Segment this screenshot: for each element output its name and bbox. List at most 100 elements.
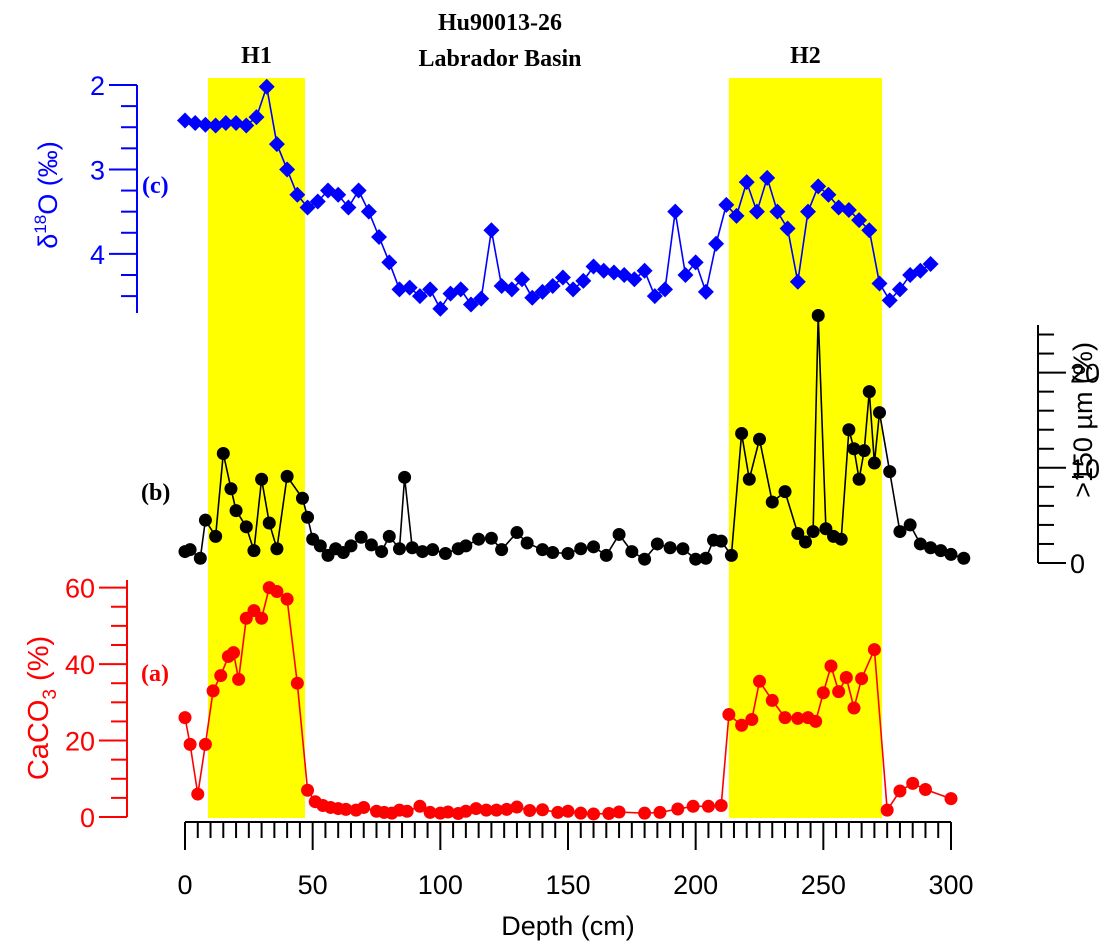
data-point [255, 472, 269, 486]
data-point [438, 546, 452, 560]
band-labels: H1 H2 [241, 43, 821, 69]
data-point [728, 207, 745, 224]
d18o-axis: 2 3 4 [90, 71, 138, 313]
data-point [778, 711, 792, 725]
data-point [612, 805, 626, 819]
caco3-axis-title-rest: (%) [23, 636, 55, 689]
data-point [701, 799, 715, 813]
data-point [765, 495, 779, 509]
panel-label-b: (b) [141, 480, 170, 506]
data-point [187, 115, 204, 131]
depth-axis-title: Depth (cm) [501, 911, 635, 941]
data-point [350, 182, 367, 199]
data-point [405, 541, 419, 555]
tick-label-b: 10 [1070, 454, 1100, 484]
band-label-h1: H1 [241, 43, 272, 69]
data-point [206, 684, 220, 698]
depth-tick-label: 250 [801, 870, 846, 900]
data-point [789, 273, 806, 290]
data-point [198, 737, 212, 751]
data-point [268, 136, 285, 153]
data-point [880, 803, 894, 817]
depth-tick-label: 50 [298, 870, 328, 900]
data-point [534, 283, 551, 300]
data-point [535, 803, 549, 817]
caco3-axis-title-subscript: 3 [40, 689, 61, 700]
d18o-axis-title-superscript: 18 [31, 215, 50, 234]
data-point [852, 472, 866, 486]
data-point [718, 196, 735, 213]
depth-tick-label: 300 [928, 870, 973, 900]
data-point [677, 267, 694, 283]
data-point [810, 178, 827, 195]
data-point [687, 254, 704, 271]
data-point [340, 199, 357, 216]
data-point [392, 542, 406, 556]
data-point [816, 686, 830, 700]
data-point [309, 193, 326, 210]
data-point [918, 782, 932, 796]
data-point [413, 799, 427, 813]
data-point [426, 543, 440, 557]
data-point [289, 186, 306, 203]
data-point [364, 538, 378, 552]
data-point [893, 784, 907, 798]
data-point [514, 271, 531, 288]
depth-tick-label: 100 [418, 870, 463, 900]
data-point [248, 109, 265, 126]
data-point [216, 447, 230, 461]
data-point [520, 536, 534, 550]
data-point [574, 806, 588, 820]
data-point [653, 805, 667, 819]
data-point [452, 281, 469, 298]
data-point [381, 254, 398, 271]
data-point [473, 290, 490, 307]
data-point [873, 406, 887, 420]
data-point [551, 805, 565, 819]
data-point [883, 465, 897, 479]
data-point [903, 518, 917, 532]
series-coarse-fraction [178, 308, 971, 566]
data-point [422, 281, 439, 298]
data-point [839, 670, 853, 684]
data-point [375, 545, 389, 559]
data-point [357, 800, 371, 814]
data-point [697, 283, 714, 300]
data-point [382, 529, 396, 543]
tick-label-a: 40 [65, 650, 95, 680]
tick-label-c: 2 [90, 71, 105, 101]
data-point [214, 669, 228, 683]
data-point [411, 288, 428, 305]
data-point [280, 592, 294, 606]
data-point [510, 800, 524, 814]
d18o-axis-title-base: δ [33, 234, 63, 249]
data-point [957, 551, 971, 565]
data-point [922, 256, 939, 273]
data-point [391, 281, 408, 298]
panel-label-a: (a) [141, 661, 169, 687]
series-caco3 [178, 581, 958, 821]
data-point [809, 714, 823, 728]
data-point [657, 281, 674, 298]
depth-tick-label: 0 [177, 870, 192, 900]
data-point [714, 799, 728, 813]
data-point [198, 513, 212, 527]
data-point [646, 288, 663, 305]
data-point [554, 269, 571, 286]
data-point [912, 262, 929, 279]
data-point [855, 672, 869, 686]
data-point [193, 551, 207, 565]
data-point [735, 718, 749, 732]
chart-subtitle: Labrador Basin [419, 46, 582, 72]
data-point [806, 525, 820, 539]
data-point [479, 803, 493, 817]
data-point [663, 541, 677, 555]
data-point [840, 201, 857, 218]
data-point [913, 537, 927, 551]
data-point [270, 584, 284, 598]
data-point [881, 292, 898, 309]
data-point [791, 711, 805, 725]
data-point [753, 674, 766, 688]
data-point [612, 527, 626, 541]
